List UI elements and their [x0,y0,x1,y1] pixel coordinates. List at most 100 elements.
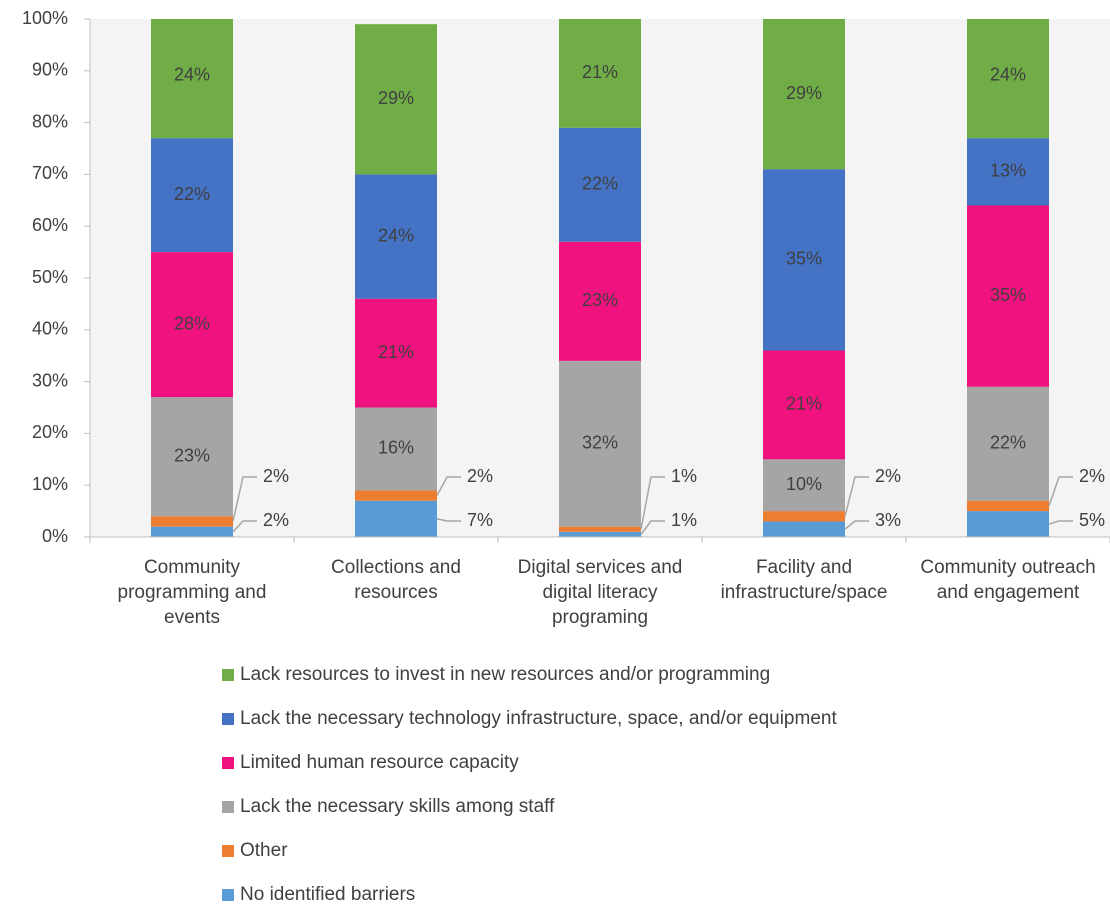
bar-segment [151,138,233,253]
bar-segment [967,138,1049,206]
legend-swatch [222,757,234,769]
legend-swatch [222,889,234,901]
data-label: 2% [263,466,289,486]
bar-segment [151,526,233,537]
y-tick-label: 40% [32,319,68,339]
bar-segment [355,298,437,408]
bar-segment [763,19,845,170]
data-label: 10% [786,474,822,494]
bar-segment [559,19,641,128]
bar-segment [559,531,641,537]
leader-line [640,520,665,535]
bar-segment [559,241,641,361]
leader-line [436,518,461,522]
x-tick-label: Collections and resources [331,557,461,603]
bar-segment [355,174,437,299]
bar-segment [151,252,233,398]
legend-swatch [222,801,234,813]
data-label: 7% [467,510,493,530]
legend-swatch [222,669,234,681]
data-label: 13% [990,161,1026,181]
y-tick-label: 80% [32,111,68,131]
y-tick-label: 100% [22,8,68,28]
data-label: 23% [582,290,618,310]
x-tick-label: Community outreach and engagement [920,557,1096,603]
data-label: 21% [378,342,414,362]
bars [151,19,1049,537]
data-label: 1% [671,510,697,530]
bar-segment [151,397,233,517]
bar-segment [355,490,437,501]
leader-line [232,476,257,522]
data-label: 29% [378,88,414,108]
bar-segment [559,526,641,532]
legend-label: Lack the necessary technology infrastruc… [240,708,837,729]
data-label: 2% [263,510,289,530]
y-tick-label: 20% [32,422,68,442]
data-label: 22% [174,184,210,204]
bar-segment [967,386,1049,501]
leader-line [844,476,869,517]
leader-line [1048,520,1073,525]
bar-segment [763,511,845,522]
legend-label: Lack resources to invest in new resource… [240,664,770,685]
data-label: 1% [671,466,697,486]
y-tick-label: 30% [32,370,68,390]
bar-segment [967,19,1049,139]
y-tick-label: 60% [32,215,68,235]
y-tick-label: 0% [42,526,68,546]
data-label: 22% [990,433,1026,453]
data-label: 24% [174,65,210,85]
data-label: 21% [582,62,618,82]
legend-swatch [222,845,234,857]
data-label: 35% [786,249,822,269]
legend-swatch [222,713,234,725]
data-label: 2% [1079,466,1105,486]
data-label: 29% [786,83,822,103]
bar-segment [355,407,437,491]
data-label: 22% [582,174,618,194]
bar-segment [151,516,233,527]
bar-segment [763,350,845,460]
y-tick-label: 50% [32,267,68,287]
y-tick-label: 70% [32,163,68,183]
data-label: 35% [990,285,1026,305]
bar-segment [967,511,1049,537]
leader-line [1048,476,1073,507]
legend-label: Lack the necessary skills among staff [240,796,555,817]
data-label: 24% [378,225,414,245]
bar-segment [763,521,845,537]
data-label: 28% [174,313,210,333]
legend-label: No identified barriers [240,884,415,905]
leader-line [640,476,665,530]
bar-segment [559,360,641,527]
x-tick-label: Facility and infrastructure/space [720,557,888,603]
bar-segment [967,205,1049,387]
data-label: 5% [1079,510,1105,530]
bar-segment [355,24,437,175]
data-label: 32% [582,433,618,453]
data-label: 16% [378,438,414,458]
x-tick-label: Digital services and digital literacy pr… [517,557,683,628]
bar-segment [967,500,1049,512]
data-label: 21% [786,394,822,414]
bar-segment [559,127,641,242]
bar-segment [151,19,233,139]
legend-label: Limited human resource capacity [240,752,519,773]
legend-label: Other [240,840,288,861]
bar-segment [763,459,845,512]
x-tick-label: Community programming and events [117,557,267,628]
bar-segment [355,500,437,537]
data-label: 2% [875,466,901,486]
data-label: 3% [875,510,901,530]
data-label: 24% [990,65,1026,85]
leader-line [436,476,461,496]
bar-segment [763,169,845,351]
data-label: 2% [467,466,493,486]
leader-line [232,520,257,533]
leader-line [844,520,869,530]
data-label: 23% [174,445,210,465]
y-tick-label: 10% [32,474,68,494]
